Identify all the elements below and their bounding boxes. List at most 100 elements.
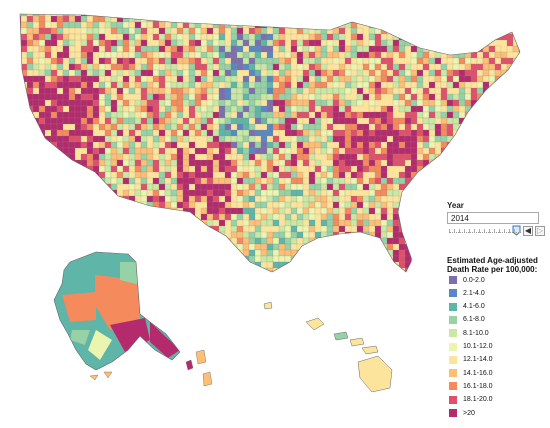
county-cell bbox=[122, 87, 130, 95]
county-cell bbox=[440, 33, 448, 41]
county-cell bbox=[140, 111, 148, 119]
county-cell bbox=[290, 207, 298, 215]
county-cell bbox=[308, 81, 316, 89]
county-cell bbox=[518, 69, 520, 77]
county-cell bbox=[98, 45, 106, 53]
county-cell bbox=[368, 141, 376, 149]
county-cell bbox=[230, 231, 238, 239]
county-cell bbox=[146, 237, 154, 245]
county-cell bbox=[380, 105, 388, 113]
county-cell bbox=[344, 15, 352, 23]
county-cell bbox=[284, 57, 292, 65]
county-cell bbox=[380, 153, 388, 161]
county-cell bbox=[404, 171, 412, 179]
county-cell bbox=[134, 27, 142, 35]
county-cell bbox=[200, 51, 208, 59]
county-cell bbox=[188, 123, 196, 131]
county-cell bbox=[422, 177, 430, 185]
county-cell bbox=[320, 14, 328, 17]
county-cell bbox=[20, 57, 22, 65]
county-cell bbox=[230, 249, 238, 257]
county-cell bbox=[398, 147, 406, 155]
county-cell bbox=[86, 183, 94, 191]
county-cell bbox=[332, 99, 340, 107]
county-cell bbox=[80, 153, 88, 161]
county-cell bbox=[164, 21, 172, 29]
county-cell bbox=[320, 99, 328, 107]
county-cell bbox=[176, 27, 184, 35]
county-cell bbox=[20, 177, 22, 185]
county-cell bbox=[182, 93, 190, 101]
county-cell bbox=[458, 51, 466, 59]
county-cell bbox=[410, 231, 418, 239]
county-cell bbox=[110, 243, 118, 251]
county-cell bbox=[128, 207, 136, 215]
county-cell bbox=[128, 39, 136, 47]
county-cell bbox=[230, 51, 238, 59]
county-cell bbox=[338, 267, 346, 272]
county-cell bbox=[338, 135, 346, 143]
county-cell bbox=[500, 183, 508, 191]
county-cell bbox=[500, 195, 508, 203]
county-cell bbox=[134, 87, 142, 95]
county-cell bbox=[44, 51, 52, 59]
county-cell bbox=[194, 165, 202, 173]
county-cell bbox=[230, 33, 238, 41]
county-cell bbox=[170, 51, 178, 59]
county-cell bbox=[506, 57, 514, 65]
county-cell bbox=[416, 249, 424, 257]
county-cell bbox=[272, 171, 280, 179]
county-cell bbox=[110, 123, 118, 131]
county-cell bbox=[423, 274, 429, 280]
county-cell bbox=[518, 153, 520, 161]
county-cell bbox=[284, 237, 292, 245]
county-cell bbox=[92, 153, 100, 161]
county-cell bbox=[260, 243, 268, 251]
county-cell bbox=[20, 123, 28, 131]
next-year-button[interactable]: ▷ bbox=[535, 226, 545, 236]
county-cell bbox=[368, 117, 376, 125]
county-cell bbox=[290, 39, 298, 47]
county-cell bbox=[200, 111, 208, 119]
county-cell bbox=[260, 33, 268, 41]
county-cell bbox=[242, 195, 250, 203]
county-cell bbox=[32, 225, 40, 233]
county-cell bbox=[134, 99, 142, 107]
county-cell bbox=[440, 15, 448, 23]
county-cell bbox=[98, 33, 106, 41]
county-cell bbox=[428, 135, 436, 143]
county-cell bbox=[80, 213, 88, 221]
county-cell bbox=[260, 105, 268, 113]
county-cell bbox=[44, 249, 52, 257]
county-cell bbox=[170, 33, 178, 41]
county-cell bbox=[20, 219, 28, 227]
county-cell bbox=[374, 75, 382, 83]
county-cell bbox=[260, 255, 268, 263]
county-cell bbox=[92, 69, 100, 77]
county-cell bbox=[512, 135, 520, 143]
county-cell bbox=[476, 189, 484, 197]
year-slider[interactable] bbox=[449, 232, 521, 236]
legend-label: 16.1-18.0 bbox=[463, 382, 493, 390]
county-cell bbox=[344, 177, 352, 185]
county-cell bbox=[452, 237, 460, 245]
county-cell bbox=[410, 177, 418, 185]
county-cell bbox=[68, 99, 76, 107]
county-cell bbox=[392, 45, 400, 53]
year-input[interactable]: 2014 bbox=[447, 212, 539, 224]
county-cell bbox=[356, 213, 364, 221]
county-cell bbox=[248, 99, 256, 107]
county-cell bbox=[56, 123, 64, 131]
county-cell bbox=[224, 93, 232, 101]
county-cell bbox=[182, 201, 190, 209]
county-cell bbox=[170, 45, 178, 53]
county-cell bbox=[422, 201, 430, 209]
previous-year-button[interactable]: ◀ bbox=[523, 226, 533, 236]
county-cell bbox=[68, 189, 76, 197]
county-cell bbox=[518, 57, 520, 65]
county-cell bbox=[302, 45, 310, 53]
county-cell bbox=[476, 75, 484, 83]
county-cell bbox=[218, 135, 226, 143]
county-cell bbox=[368, 189, 376, 197]
county-cell bbox=[284, 87, 292, 95]
